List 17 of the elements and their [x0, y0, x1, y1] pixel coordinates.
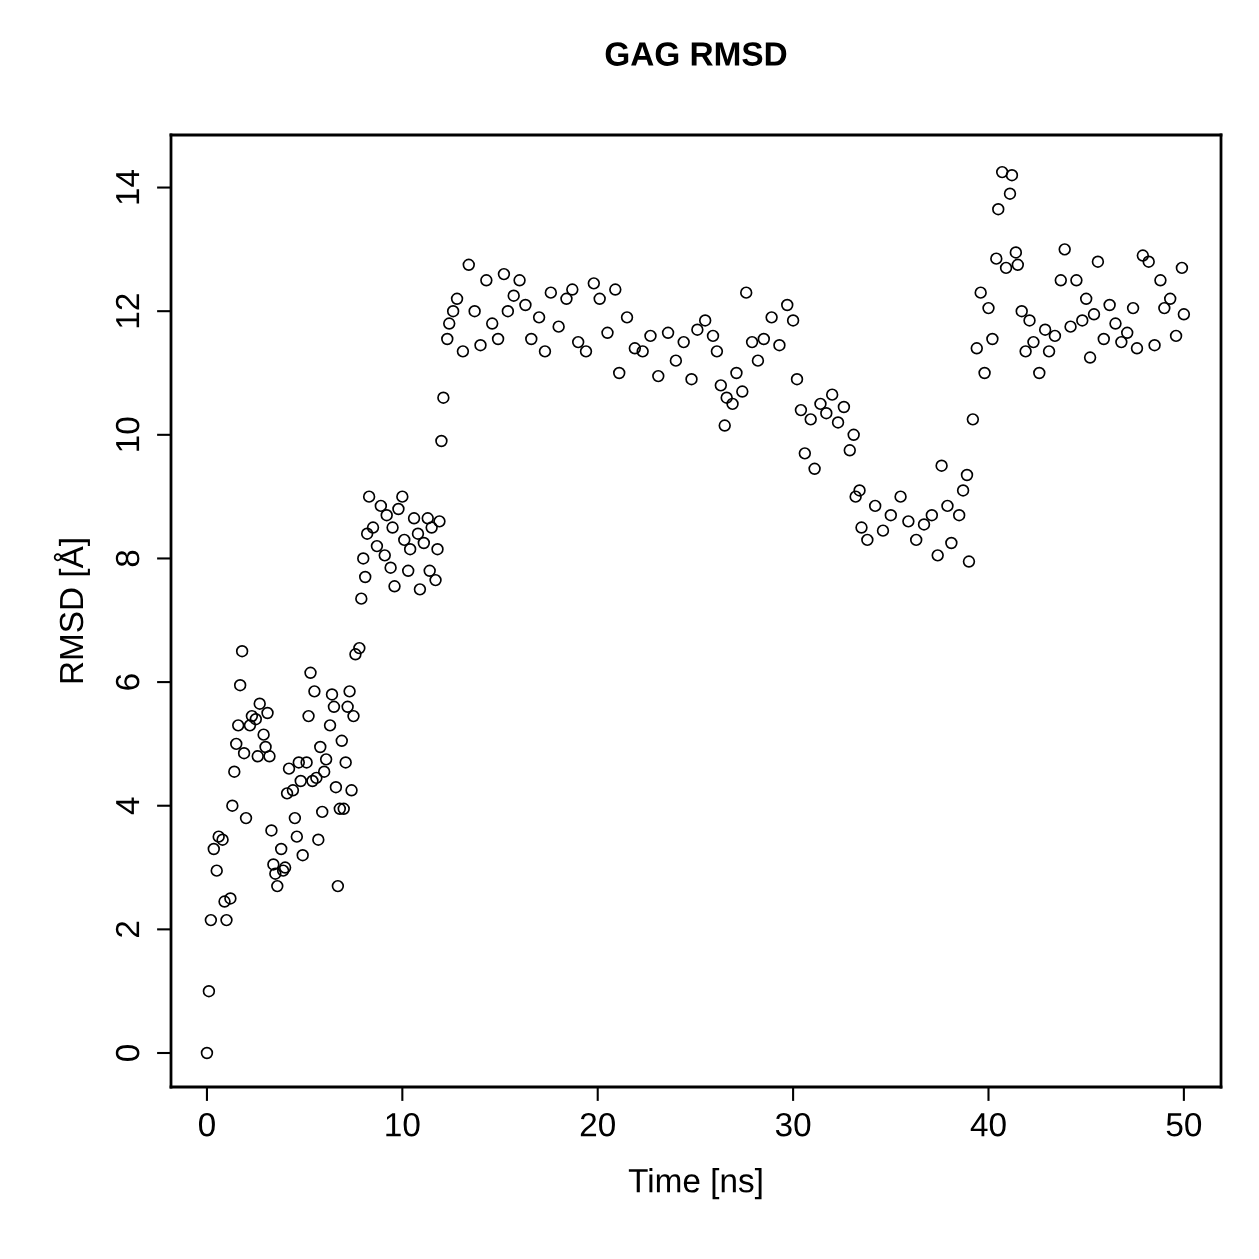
y-tick-label: 6: [115, 674, 140, 690]
y-tick-label: 4: [116, 797, 140, 815]
x-tick-label: 10: [386, 1112, 420, 1137]
y-tick-label: 0: [115, 1045, 140, 1061]
y-tick-label: 12: [115, 294, 140, 328]
y-tick-label: 14: [116, 169, 140, 204]
x-tick-label: 0: [198, 1112, 215, 1137]
y-tick-label: 8: [115, 550, 140, 567]
x-tick-label: 50: [1166, 1112, 1202, 1137]
chart-title: GAG RMSD: [605, 42, 787, 66]
x-tick-label: 30: [775, 1112, 811, 1137]
x-tick-label: 20: [580, 1112, 615, 1137]
x-axis-title: Time [ns]: [628, 1168, 762, 1200]
y-tick-label: 2: [115, 921, 140, 937]
y-axis-title: RMSD [Å]: [53, 539, 90, 683]
y-tick-label: 10: [115, 417, 140, 451]
x-tick-label: 40: [970, 1112, 1006, 1137]
